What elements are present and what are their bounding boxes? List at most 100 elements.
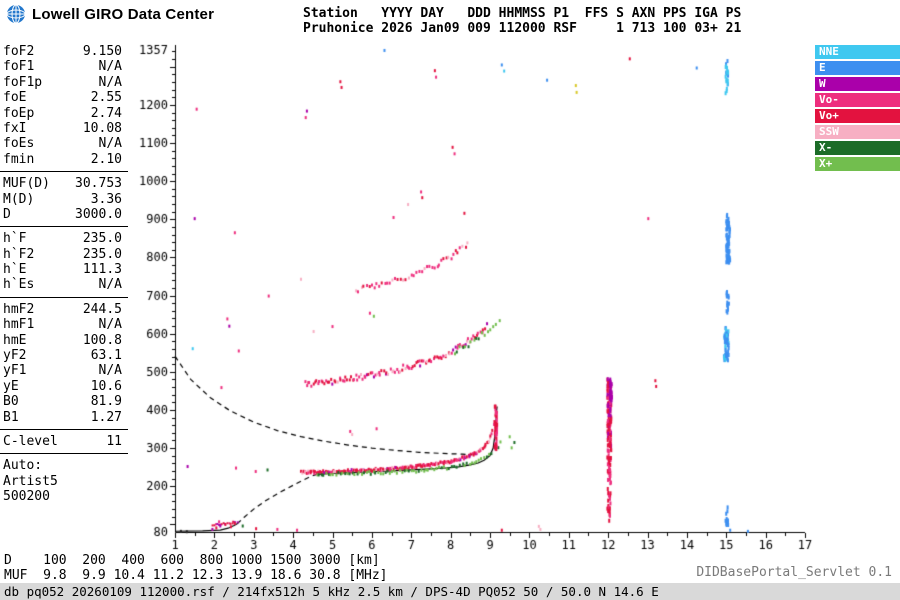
param-value: 244.5 [82,301,122,317]
legend-item-nne: NNE [815,45,900,59]
param-row: foEs N/A [0,136,130,151]
legend-item-ssw: SSW [815,125,900,139]
panel-divider [0,453,128,455]
param-label: yE [3,378,19,394]
param-label: h`Es [3,277,35,293]
status-text: db pq052 20260109 112000.rsf / 214fx512h… [4,584,659,599]
param-value: 63.1 [90,348,122,364]
param-label: foF2 [3,44,35,59]
param-value: 1.27 [90,409,122,425]
param-label: fxI [3,120,27,136]
param-label: foEs [3,136,35,152]
station-header-line2: Pruhonice 2026 Jan09 009 112000 RSF 1 71… [303,21,742,36]
param-label: yF2 [3,348,27,364]
param-row: hmE 100.8 [0,333,130,348]
param-value: 100.8 [82,332,122,348]
param-row: Artist5 [0,474,130,489]
param-row: foEp 2.74 [0,106,130,121]
status-bar: db pq052 20260109 112000.rsf / 214fx512h… [0,583,900,600]
param-row: Auto: [0,458,130,473]
param-label: MUF(D) [3,176,50,192]
panel-divider [0,296,128,298]
param-row: hmF1 N/A [0,317,130,332]
param-label: yF1 [3,363,27,379]
muf-row: MUF 9.8 9.9 10.4 11.2 12.3 13.9 18.6 30.… [4,568,388,583]
param-row: B0 81.9 [0,394,130,409]
param-row: B1 1.27 [0,410,130,425]
legend: NNE E W Vo- Vo+ SSW X- X+ [815,45,900,173]
param-label: B1 [3,409,19,425]
station-header-line1: Station YYYY DAY DDD HHMMSS P1 FFS S AXN… [303,6,742,21]
param-label: foF1p [3,74,43,90]
param-row: yF1 N/A [0,363,130,378]
distance-row: D 100 200 400 600 800 1000 1500 3000 [km… [4,553,380,568]
param-label: foEp [3,105,35,121]
param-row: D 3000.0 [0,207,130,222]
header-brand: Lowell GIRO Data Center [6,4,214,24]
param-value: 11 [106,433,122,449]
param-row: h`Es N/A [0,277,130,292]
brand-title: Lowell GIRO Data Center [32,5,215,23]
param-row: fmin 2.10 [0,152,130,167]
param-value: 2.55 [90,90,122,106]
ionogram-plot [135,36,835,556]
param-value: 235.0 [82,246,122,262]
param-label: foF1 [3,59,35,75]
param-value: 81.9 [90,394,122,410]
param-label: B0 [3,394,19,410]
param-row: hmF2 244.5 [0,302,130,317]
param-label: hmE [3,332,27,348]
param-value: N/A [98,363,122,379]
panel-divider [0,428,128,430]
legend-item-x: X- [815,141,900,155]
param-value: 3000.0 [75,206,122,222]
param-row: fxI 10.08 [0,121,130,136]
param-row: C-level 11 [0,434,130,449]
legend-item-e: E [815,61,900,75]
param-row: foF2 9.150 [0,44,130,59]
param-row: foE 2.55 [0,90,130,105]
station-header: Station YYYY DAY DDD HHMMSS P1 FFS S AXN… [303,6,741,36]
param-value: N/A [98,277,122,293]
param-label: h`F [3,231,27,247]
legend-item-vo: Vo+ [815,109,900,123]
param-label: foE [3,90,27,106]
param-row: h`F 235.0 [0,231,130,246]
param-row: yF2 63.1 [0,348,130,363]
param-value: 235.0 [82,231,122,247]
param-value: 3.36 [90,191,122,207]
param-label: hmF2 [3,301,35,317]
param-label: Auto: [3,458,43,474]
param-row: M(D) 3.36 [0,192,130,207]
legend-item-x: X+ [815,157,900,171]
param-row: h`E 111.3 [0,262,130,277]
param-label: M(D) [3,191,35,207]
param-value: 2.74 [90,105,122,121]
param-label: Artist5 [3,473,58,489]
param-value: 10.08 [82,120,122,136]
legend-item-vo: Vo- [815,93,900,107]
param-row: 500200 [0,489,130,504]
param-row: yE 10.6 [0,379,130,394]
param-label: fmin [3,151,35,167]
param-value: N/A [98,59,122,75]
legend-item-w: W [815,77,900,91]
param-label: h`F2 [3,246,35,262]
param-label: hmF1 [3,317,35,333]
param-row: h`F2 235.0 [0,247,130,262]
parameter-panel: foF2 9.150 foF1 N/A foF1p N/A foE 2.55 foEp 2.74 f… [0,44,130,505]
panel-divider [0,226,128,228]
param-value: N/A [98,74,122,90]
param-row: foF1p N/A [0,75,130,90]
param-value: N/A [98,136,122,152]
param-value: 111.3 [82,262,122,278]
param-label: C-level [3,433,58,449]
servlet-version-label: DIDBasePortal_Servlet 0.1 [696,565,892,580]
param-row: MUF(D) 30.753 [0,176,130,191]
param-label: D [3,206,11,222]
param-label: h`E [3,262,27,278]
param-value: 10.6 [90,378,122,394]
param-label: 500200 [3,489,50,505]
giro-globe-icon [6,4,26,24]
param-value: 9.150 [82,44,122,59]
